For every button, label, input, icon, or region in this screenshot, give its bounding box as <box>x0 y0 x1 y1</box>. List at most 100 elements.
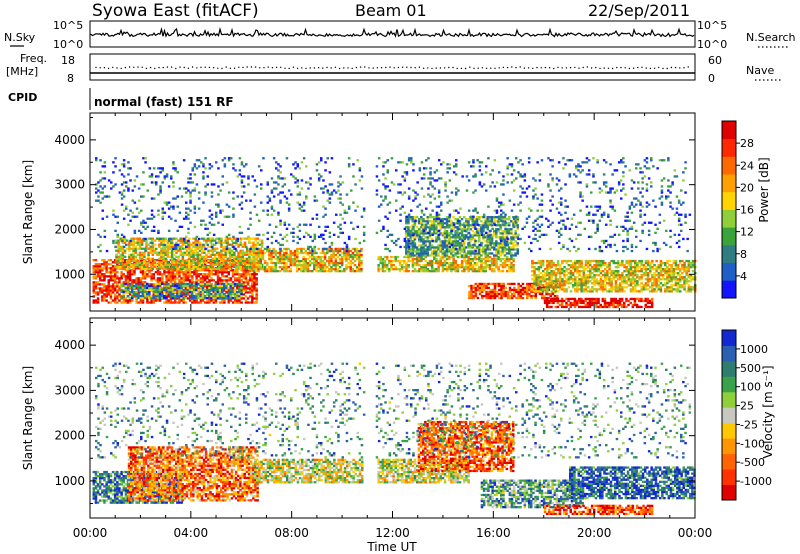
power-cell <box>338 261 342 265</box>
power-cell <box>597 274 601 277</box>
power-cell <box>162 247 165 250</box>
power-cell <box>430 261 434 265</box>
power-cell <box>140 255 144 258</box>
power-cell <box>259 257 262 261</box>
power-cell <box>255 301 258 304</box>
nsky-bottom-tick: 10^0 <box>53 38 83 51</box>
power-cell <box>132 237 135 240</box>
nave-dot <box>250 66 253 68</box>
power-cell <box>162 241 165 244</box>
power-cell <box>601 288 605 291</box>
power-cell <box>167 273 170 276</box>
power-cell <box>413 270 417 273</box>
power-cell <box>463 240 466 243</box>
power-cell <box>287 247 290 251</box>
power-cell <box>281 266 284 269</box>
power-cell <box>510 232 513 235</box>
power-cell <box>255 253 258 257</box>
power-cell <box>460 264 464 267</box>
power-cell <box>221 296 224 300</box>
power-cell <box>465 222 468 225</box>
power-cell <box>481 288 484 292</box>
power-cell <box>266 268 269 271</box>
power-cell <box>231 292 235 296</box>
power-cell <box>330 249 333 253</box>
power-cell <box>283 266 286 269</box>
nave-dot <box>519 66 521 68</box>
power-cell <box>119 249 122 252</box>
power-cell <box>495 250 498 253</box>
power-cell <box>415 254 419 257</box>
power-cell <box>208 292 211 296</box>
power-cell <box>117 245 120 248</box>
power-cell <box>499 238 502 241</box>
power-cell <box>196 239 200 242</box>
power-cell <box>627 268 631 271</box>
power-cell <box>253 268 256 271</box>
power-cell <box>601 259 605 263</box>
power-cell <box>119 239 122 242</box>
power-cell <box>183 261 187 264</box>
power-cell <box>231 287 235 290</box>
power-cell <box>176 259 179 262</box>
power-cell <box>228 261 232 264</box>
power-cell <box>334 261 337 265</box>
power-cell <box>458 264 462 267</box>
power-cell <box>194 261 197 264</box>
power-cell <box>565 282 568 285</box>
power-cell <box>211 247 215 250</box>
power-cell <box>210 299 213 302</box>
power-cell <box>326 259 329 263</box>
power-cell <box>122 299 125 302</box>
power-cell <box>160 265 163 269</box>
power-cell <box>485 292 488 296</box>
power-cell <box>407 220 410 223</box>
power-cell <box>616 278 620 281</box>
power-cell <box>113 271 117 274</box>
power-cell <box>502 292 505 296</box>
power-cell <box>168 251 172 254</box>
power-cell <box>347 251 350 255</box>
power-cell <box>405 254 408 257</box>
power-cell <box>473 222 477 225</box>
power-cell <box>244 291 248 294</box>
nsky-top-tick: 10^5 <box>53 19 83 32</box>
power-cell <box>126 273 130 276</box>
power-cell <box>541 274 545 277</box>
power-cell <box>454 230 457 233</box>
power-cell <box>122 284 125 288</box>
power-cell <box>428 228 432 231</box>
power-cell <box>571 278 575 281</box>
power-cell <box>486 257 490 261</box>
power-cell <box>452 255 455 259</box>
power-cell <box>510 220 513 223</box>
power-cell <box>543 286 546 290</box>
power-cell <box>210 271 213 274</box>
power-cell <box>353 264 357 267</box>
power-cell <box>156 259 160 262</box>
power-cell <box>226 257 230 260</box>
nave-dot <box>582 66 584 69</box>
power-cell <box>452 222 455 225</box>
power-cell <box>218 277 222 280</box>
nave-dot <box>238 66 240 69</box>
power-cell <box>443 255 447 259</box>
nave-dot <box>309 67 311 69</box>
power-cell <box>478 286 482 290</box>
power-cell <box>167 282 170 286</box>
power-cell <box>503 259 507 263</box>
power-cell <box>293 255 297 259</box>
power-cell <box>203 301 207 304</box>
power-cell <box>182 282 185 286</box>
power-cell <box>166 253 170 256</box>
power-cell <box>255 270 258 273</box>
power-cell <box>193 281 196 284</box>
power-cell <box>601 282 605 285</box>
power-cell <box>293 257 297 261</box>
power-cell <box>171 289 175 292</box>
power-cell <box>531 266 534 269</box>
power-cell <box>330 266 333 269</box>
nave-dot <box>515 66 517 69</box>
power-cell <box>218 296 222 300</box>
power-cell <box>595 301 598 305</box>
